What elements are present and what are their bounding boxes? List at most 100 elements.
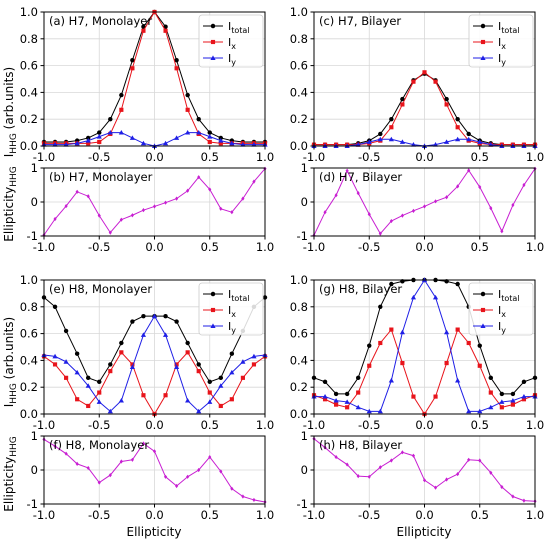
ylabel-intensity-top: IHHG (arb.units) (2, 67, 19, 157)
y-tick-label: 0.6 (20, 327, 38, 341)
data-point-ell (445, 477, 449, 482)
data-point-ell (456, 471, 460, 477)
y-tick-label: 0.4 (290, 353, 308, 367)
data-point-x (433, 394, 438, 399)
ylabel-ellipticity-top: EllipticityHHG (2, 166, 19, 242)
x-tick-label: 1.0 (526, 418, 544, 432)
data-point-ell (75, 189, 79, 194)
legend-label-sub: total (501, 26, 519, 35)
panel-e: -1.0 -0.5 0.0 0.5 1.0 0.0 0.2 0.4 0.6 0.8 1.0 (e) H… (20, 273, 274, 432)
data-point-x (444, 102, 449, 107)
data-point-total (499, 391, 505, 397)
x-tick-label: 0.0 (415, 240, 433, 254)
x-tick-label: 0.5 (201, 150, 219, 164)
data-point-ell (75, 461, 79, 466)
xlabel-right: Ellipticity (397, 525, 452, 539)
ylabel-sub: HHG (9, 133, 19, 154)
data-point-total (163, 313, 168, 319)
ylabel-sub: HHG (9, 436, 19, 457)
legend-label: Itotal (498, 288, 520, 303)
data-point-y (229, 369, 235, 375)
data-point-x (130, 66, 135, 71)
data-point-y (96, 399, 102, 404)
data-point-x (218, 403, 223, 409)
data-point-ell (53, 444, 57, 449)
data-point-y (74, 140, 80, 146)
x-tick-label: -0.5 (88, 150, 110, 164)
y-tick-label: 1 (301, 429, 308, 443)
x-tick-label: 0.5 (471, 150, 489, 164)
legend-label-sub: total (231, 294, 249, 303)
legend-swatch-marker (210, 323, 216, 328)
data-point-y (510, 398, 516, 403)
ylabel-main: Ellipticity (2, 187, 16, 242)
data-point-x (433, 79, 438, 84)
data-point-total (108, 116, 113, 122)
data-point-ell (53, 216, 57, 222)
data-point-x (207, 139, 212, 145)
y-tick-label: 0.8 (20, 32, 38, 46)
data-point-ell (345, 168, 349, 173)
legend-swatch-marker (480, 39, 486, 45)
data-point-ell (197, 175, 201, 180)
legend-label-main: I (498, 320, 501, 333)
data-point-total (322, 379, 328, 385)
legend-swatch-marker (210, 55, 216, 60)
data-point-y (432, 142, 439, 147)
data-point-y (399, 139, 405, 144)
data-point-y (444, 329, 450, 335)
data-point-y (129, 364, 135, 370)
x-tick-label: 1.0 (256, 508, 274, 522)
data-point-y (388, 377, 394, 383)
y-tick-label: 0 (301, 195, 308, 209)
data-point-y (85, 138, 91, 143)
x-tick-label: 1.0 (526, 150, 544, 164)
data-point-ell (130, 457, 134, 462)
legend-label-sub: y (231, 58, 236, 67)
data-point-y (63, 142, 69, 147)
panel-d: -1.0 -0.5 0.0 0.5 1.0 -1 0 1 (d) H7, Bilayer (297, 161, 545, 254)
data-point-ell (152, 449, 157, 454)
data-point-total (344, 391, 350, 397)
data-point-ell (500, 484, 504, 490)
legend-label-main: I (498, 304, 501, 317)
data-point-ell (478, 458, 482, 463)
data-point-total (355, 375, 361, 381)
panel-a: -1.0 -0.5 0.0 0.5 1.0 0.0 0.2 0.4 0.6 0.8 1.0 (a) H… (20, 5, 274, 164)
data-point-y (477, 408, 483, 414)
data-point-y (207, 134, 213, 139)
data-point-ell (522, 182, 526, 188)
data-point-x (108, 369, 113, 374)
data-point-total (119, 92, 124, 98)
data-point-ell (219, 206, 223, 211)
data-point-total (85, 135, 91, 141)
data-point-x (86, 141, 91, 146)
data-point-y (240, 142, 246, 147)
data-point-y (107, 408, 113, 414)
legend-box (468, 282, 534, 336)
data-point-x (510, 402, 515, 407)
x-tick-label: -1.0 (303, 240, 325, 254)
legend-box (468, 14, 534, 68)
data-point-x (356, 390, 361, 395)
data-point-total (63, 328, 69, 334)
panel-c: -1.0 -0.5 0.0 0.5 1.0 0.0 0.2 0.4 0.6 0.8 1.0 (c) H… (290, 5, 544, 164)
data-point-ell (400, 213, 404, 218)
data-point-x (389, 125, 394, 130)
data-point-total (229, 351, 235, 356)
data-point-y (521, 393, 527, 399)
x-tick-label: -1.0 (33, 240, 55, 254)
data-point-ell (197, 467, 201, 473)
legend-swatch-marker (480, 291, 486, 297)
data-point-x (119, 107, 124, 112)
y-tick-label: 0.6 (290, 327, 308, 341)
data-point-ell (64, 451, 68, 456)
data-point-ell (141, 208, 146, 213)
legend-label-sub: x (231, 42, 236, 51)
legend-swatch-marker (210, 291, 216, 297)
data-point-total (97, 130, 102, 135)
y-tick-label: 0.2 (20, 380, 38, 394)
ylabel-main: I (2, 404, 16, 408)
data-point-y (196, 408, 202, 414)
